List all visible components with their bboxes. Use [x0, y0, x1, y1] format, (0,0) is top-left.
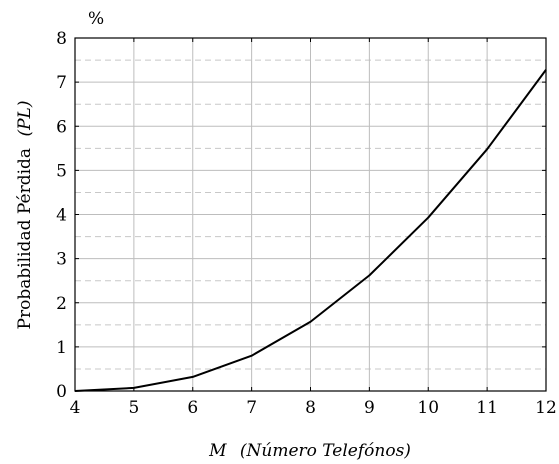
- y-axis-description: Probabilidad Pérdida: [15, 148, 35, 330]
- y-tick-label: 4: [56, 206, 67, 226]
- y-tick-label: 2: [56, 294, 67, 314]
- series-line: [74, 69, 547, 392]
- x-tick-label: 11: [476, 398, 498, 418]
- x-tick-label: 4: [70, 398, 81, 418]
- x-axis-title: M (Número Telefónos): [208, 441, 411, 461]
- x-tick-label: 7: [246, 398, 257, 418]
- y-axis-title: Probabilidad Pérdida (PL): [15, 101, 35, 330]
- x-axis-variable: M: [208, 441, 227, 461]
- series-layer: [74, 69, 547, 392]
- y-tick-label: 0: [56, 382, 67, 402]
- y-tick-label: 5: [56, 161, 67, 181]
- x-tick-label: 9: [364, 398, 375, 418]
- x-tick-label: 6: [187, 398, 198, 418]
- x-axis-description: (Número Telefónos): [240, 441, 411, 461]
- y-tick-label: 7: [56, 73, 67, 93]
- y-tick-label: 8: [56, 29, 67, 49]
- y-tick-label: 1: [56, 338, 67, 358]
- x-axis-ticks: 4 5 6 7 8 9 10 11 12: [70, 38, 557, 418]
- y-axis-variable: (PL): [15, 101, 35, 137]
- y-axis-ticks: 0 1 2 3 4 5 6 7 8: [56, 29, 546, 402]
- x-tick-label: 10: [417, 398, 439, 418]
- y-unit-label: %: [88, 9, 104, 29]
- x-tick-label: 5: [128, 398, 139, 418]
- x-tick-label: 12: [535, 398, 557, 418]
- y-tick-label: 6: [56, 117, 67, 137]
- x-tick-label: 8: [305, 398, 316, 418]
- major-grid: [74, 37, 547, 392]
- y-tick-label: 3: [56, 250, 67, 270]
